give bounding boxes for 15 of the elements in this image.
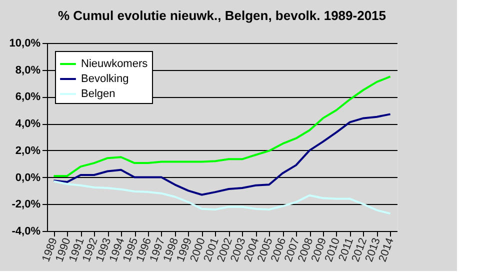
- line-series: [52, 76, 392, 177]
- y-tick-label: 10,0%: [9, 38, 41, 50]
- line-series: [52, 113, 392, 196]
- y-tick-label: 8,0%: [15, 64, 41, 76]
- y-tick-label: -2,0%: [12, 198, 41, 211]
- legend-label: Nieuwkomers: [81, 58, 148, 70]
- line-series: [52, 180, 392, 215]
- y-tick-label: 0,0%: [15, 172, 41, 184]
- chart-title: % Cumul evolutie nieuwk., Belgen, bevolk. 1989-2015: [58, 8, 386, 23]
- y-tick-label: 2,0%: [15, 144, 41, 157]
- y-tick-label: -4,0%: [12, 226, 41, 238]
- legend-label: Belgen: [81, 88, 116, 100]
- y-tick-label: 6,0%: [15, 91, 41, 104]
- y-tick-label: 4,0%: [15, 118, 41, 130]
- legend-label: Bevolking: [81, 73, 129, 85]
